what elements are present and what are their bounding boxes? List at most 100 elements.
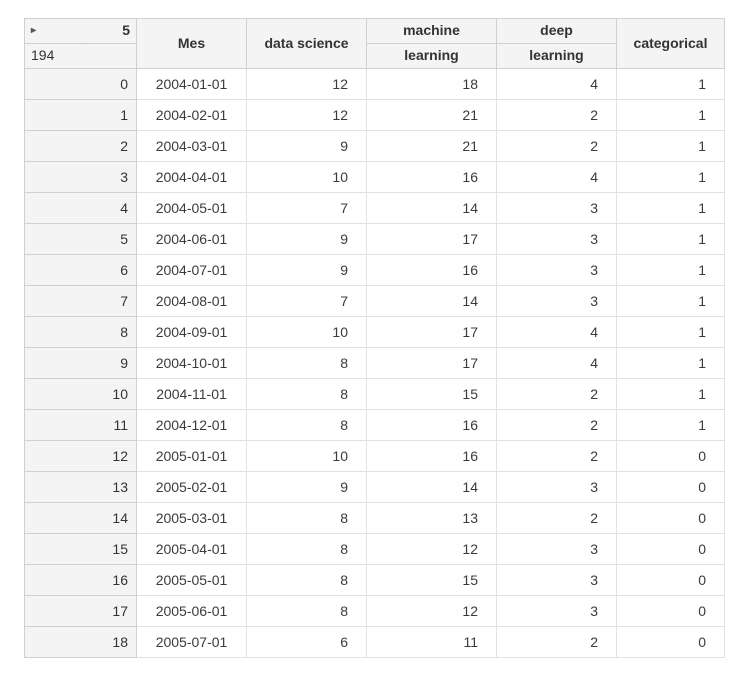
- cell-machine-learning[interactable]: 14: [367, 472, 497, 503]
- cell-mes[interactable]: 2005-02-01: [137, 472, 247, 503]
- table-row[interactable]: 32004-04-01101641: [25, 162, 725, 193]
- cell-machine-learning[interactable]: 13: [367, 503, 497, 534]
- cell-data-science[interactable]: 7: [247, 193, 367, 224]
- table-row[interactable]: 42004-05-0171431: [25, 193, 725, 224]
- cell-data-science[interactable]: 10: [247, 162, 367, 193]
- row-index[interactable]: 16: [25, 565, 137, 596]
- cell-data-science[interactable]: 8: [247, 565, 367, 596]
- cell-machine-learning[interactable]: 14: [367, 286, 497, 317]
- cell-categorical[interactable]: 1: [617, 131, 725, 162]
- row-index[interactable]: 5: [25, 224, 137, 255]
- cell-categorical[interactable]: 0: [617, 472, 725, 503]
- cell-mes[interactable]: 2004-07-01: [137, 255, 247, 286]
- cell-mes[interactable]: 2004-08-01: [137, 286, 247, 317]
- cell-mes[interactable]: 2005-05-01: [137, 565, 247, 596]
- row-index[interactable]: 12: [25, 441, 137, 472]
- cell-mes[interactable]: 2004-05-01: [137, 193, 247, 224]
- cell-data-science[interactable]: 7: [247, 286, 367, 317]
- row-index[interactable]: 15: [25, 534, 137, 565]
- cell-categorical[interactable]: 1: [617, 317, 725, 348]
- table-row[interactable]: 02004-01-01121841: [25, 69, 725, 100]
- row-index[interactable]: 4: [25, 193, 137, 224]
- cell-mes[interactable]: 2005-04-01: [137, 534, 247, 565]
- cell-deep-learning[interactable]: 2: [497, 627, 617, 658]
- table-row[interactable]: 72004-08-0171431: [25, 286, 725, 317]
- row-index[interactable]: 18: [25, 627, 137, 658]
- cell-mes[interactable]: 2004-11-01: [137, 379, 247, 410]
- cell-categorical[interactable]: 0: [617, 565, 725, 596]
- cell-deep-learning[interactable]: 3: [497, 596, 617, 627]
- row-index[interactable]: 2: [25, 131, 137, 162]
- cell-data-science[interactable]: 10: [247, 441, 367, 472]
- row-index[interactable]: 0: [25, 69, 137, 100]
- expand-icon[interactable]: ▸: [31, 26, 36, 36]
- row-index[interactable]: 7: [25, 286, 137, 317]
- cell-machine-learning[interactable]: 11: [367, 627, 497, 658]
- cell-machine-learning[interactable]: 18: [367, 69, 497, 100]
- cell-deep-learning[interactable]: 3: [497, 565, 617, 596]
- cell-deep-learning[interactable]: 3: [497, 534, 617, 565]
- cell-deep-learning[interactable]: 2: [497, 441, 617, 472]
- cell-deep-learning[interactable]: 3: [497, 472, 617, 503]
- row-index[interactable]: 9: [25, 348, 137, 379]
- cell-data-science[interactable]: 9: [247, 224, 367, 255]
- cell-machine-learning[interactable]: 17: [367, 348, 497, 379]
- col-header-machine-learning-l1[interactable]: machine: [367, 19, 497, 44]
- table-row[interactable]: 82004-09-01101741: [25, 317, 725, 348]
- table-row[interactable]: 22004-03-0192121: [25, 131, 725, 162]
- cell-data-science[interactable]: 9: [247, 131, 367, 162]
- cell-machine-learning[interactable]: 17: [367, 317, 497, 348]
- cell-machine-learning[interactable]: 12: [367, 534, 497, 565]
- cell-deep-learning[interactable]: 3: [497, 286, 617, 317]
- cell-deep-learning[interactable]: 4: [497, 69, 617, 100]
- cell-deep-learning[interactable]: 2: [497, 131, 617, 162]
- table-row[interactable]: 132005-02-0191430: [25, 472, 725, 503]
- table-row[interactable]: 182005-07-0161120: [25, 627, 725, 658]
- row-index[interactable]: 11: [25, 410, 137, 441]
- cell-machine-learning[interactable]: 16: [367, 410, 497, 441]
- table-row[interactable]: 142005-03-0181320: [25, 503, 725, 534]
- table-row[interactable]: 172005-06-0181230: [25, 596, 725, 627]
- cell-machine-learning[interactable]: 17: [367, 224, 497, 255]
- cell-data-science[interactable]: 12: [247, 100, 367, 131]
- cell-categorical[interactable]: 1: [617, 410, 725, 441]
- table-row[interactable]: 52004-06-0191731: [25, 224, 725, 255]
- cell-deep-learning[interactable]: 4: [497, 317, 617, 348]
- cell-categorical[interactable]: 0: [617, 534, 725, 565]
- cell-deep-learning[interactable]: 3: [497, 255, 617, 286]
- corner-bottom[interactable]: 194: [25, 44, 137, 69]
- table-row[interactable]: 152005-04-0181230: [25, 534, 725, 565]
- cell-mes[interactable]: 2004-01-01: [137, 69, 247, 100]
- col-header-categorical[interactable]: categorical: [617, 19, 725, 69]
- cell-categorical[interactable]: 1: [617, 224, 725, 255]
- cell-categorical[interactable]: 0: [617, 503, 725, 534]
- cell-deep-learning[interactable]: 3: [497, 224, 617, 255]
- cell-machine-learning[interactable]: 12: [367, 596, 497, 627]
- cell-data-science[interactable]: 8: [247, 534, 367, 565]
- cell-mes[interactable]: 2004-03-01: [137, 131, 247, 162]
- row-index[interactable]: 13: [25, 472, 137, 503]
- cell-deep-learning[interactable]: 2: [497, 379, 617, 410]
- row-index[interactable]: 10: [25, 379, 137, 410]
- cell-data-science[interactable]: 10: [247, 317, 367, 348]
- cell-deep-learning[interactable]: 2: [497, 100, 617, 131]
- cell-deep-learning[interactable]: 4: [497, 348, 617, 379]
- row-index[interactable]: 1: [25, 100, 137, 131]
- cell-mes[interactable]: 2004-04-01: [137, 162, 247, 193]
- row-index[interactable]: 8: [25, 317, 137, 348]
- row-index[interactable]: 3: [25, 162, 137, 193]
- col-header-deep-learning-l1[interactable]: deep: [497, 19, 617, 44]
- cell-data-science[interactable]: 6: [247, 627, 367, 658]
- cell-categorical[interactable]: 1: [617, 69, 725, 100]
- table-row[interactable]: 112004-12-0181621: [25, 410, 725, 441]
- corner-top[interactable]: ▸ 5: [25, 19, 137, 44]
- cell-data-science[interactable]: 8: [247, 379, 367, 410]
- cell-machine-learning[interactable]: 16: [367, 162, 497, 193]
- cell-data-science[interactable]: 12: [247, 69, 367, 100]
- cell-deep-learning[interactable]: 3: [497, 193, 617, 224]
- cell-categorical[interactable]: 1: [617, 348, 725, 379]
- row-index[interactable]: 6: [25, 255, 137, 286]
- cell-mes[interactable]: 2005-06-01: [137, 596, 247, 627]
- col-header-mes[interactable]: Mes: [137, 19, 247, 69]
- col-header-machine-learning-l2[interactable]: learning: [367, 44, 497, 69]
